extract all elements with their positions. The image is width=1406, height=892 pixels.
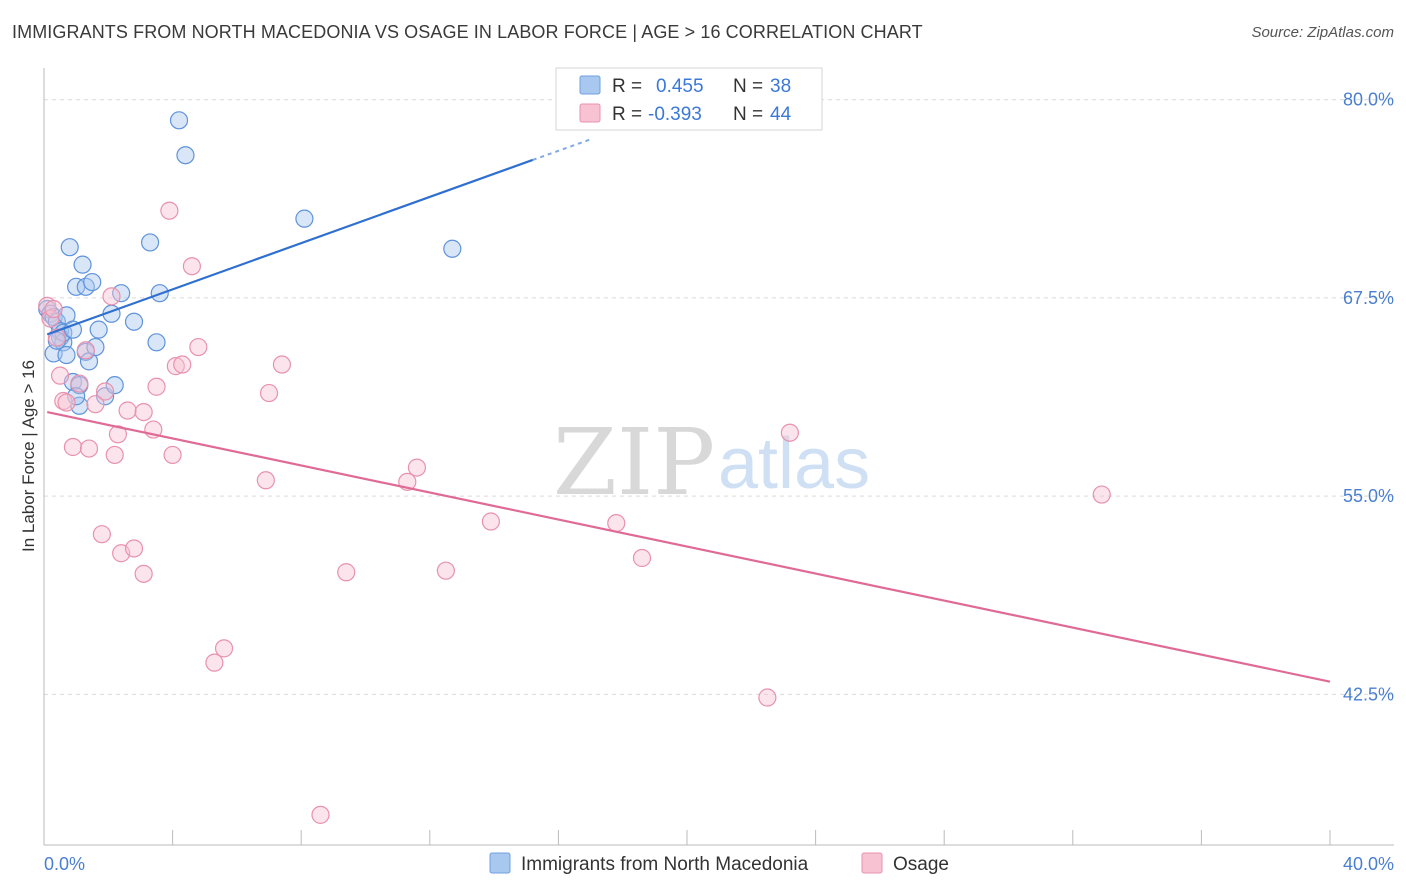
x-tick-label-min: 0.0% [44,854,85,874]
series-legend-label-osage: Osage [893,854,949,875]
osage-point-12 [92,525,111,544]
y-tick-label-2: 55.0% [1343,486,1394,506]
series-legend: Immigrants from North Macedonia Osage [489,852,949,875]
osage-point-36 [337,563,356,582]
legend-r-label-1: R = [612,76,642,97]
osage-point-26 [166,357,185,376]
y-tick-labels: 80.0% 67.5% 55.0% 42.5% [1343,90,1394,705]
macedonia-point-35 [443,239,462,258]
osage-point-34 [272,355,292,374]
osage-point-10 [79,439,99,458]
osage-point-19 [124,539,144,558]
osage-point-31 [214,639,234,658]
osage-point-24 [163,445,182,465]
macedonia-point-32 [169,111,189,130]
osage-trend-line [46,411,1331,683]
osage-point-15 [105,445,124,465]
series-legend-label-macedonia: Immigrants from North Macedonia [521,854,809,875]
osage-point-30 [205,653,224,672]
macedonia-point-10 [57,345,76,365]
legend-swatch-pink [579,103,601,123]
macedonia-trend-extension [532,138,591,161]
osage-point-35 [311,805,330,824]
osage-point-20 [134,403,153,422]
osage-point-28 [182,257,201,276]
macedonia-trend-line [46,158,534,336]
osage-point-14 [102,287,121,306]
osage-point-2 [44,299,63,319]
osage-point-44 [780,423,799,442]
x-tick-label-max: 40.0% [1343,854,1394,874]
legend-r-value-1: 0.455 [656,76,704,97]
legend-n-label-1: N = [733,76,763,97]
osage-point-40 [481,512,500,531]
macedonia-point-28 [124,312,144,331]
osage-point-23 [147,377,166,396]
y-tick-label-1: 67.5% [1343,288,1394,308]
osage-point-33 [259,383,279,403]
y-tick-label-0: 80.0% [1343,90,1394,110]
data-points [38,111,1111,824]
osage-point-45 [1092,485,1111,504]
stats-legend: R = 0.455 N = 38 R = -0.393 N = 44 [555,67,823,131]
osage-point-7 [63,437,83,457]
axes [43,68,1394,846]
gridlines [44,99,1394,695]
legend-r-value-2: -0.393 [648,104,702,125]
legend-n-value-2: 44 [770,104,792,125]
osage-point-8 [70,374,89,393]
legend-swatch-blue [579,75,601,95]
series-legend-swatch-osage [861,852,883,874]
macedonia-point-11 [60,238,79,257]
series-legend-swatch-macedonia [489,852,511,874]
osage-point-16 [108,425,128,444]
macedonia-point-12 [63,320,83,339]
legend-r-label-2: R = [612,104,642,125]
legend-n-label-2: N = [733,104,763,125]
osage-point-6 [57,393,76,412]
y-tick-label-3: 42.5% [1343,684,1394,704]
osage-point-4 [50,366,70,385]
macedonia-point-23 [89,320,108,339]
watermark-atlas: atlas [718,424,870,504]
osage-point-1 [41,309,60,328]
osage-point-41 [607,513,626,533]
x-ticks [43,830,1331,845]
y-axis-label: In Labor Force | Age > 16 [19,360,38,552]
osage-point-11 [86,395,105,414]
osage-point-32 [256,471,275,490]
macedonia-point-29 [140,233,160,252]
osage-point-42 [632,548,652,568]
osage-point-25 [160,201,179,220]
osage-point-39 [436,561,455,580]
macedonia-point-27 [112,284,131,303]
osage-point-13 [95,382,115,401]
source-label: Source: ZipAtlas.com [1251,24,1394,41]
macedonia-point-26 [105,376,124,395]
osage-point-27 [173,355,192,374]
trend-lines [46,138,1331,683]
macedonia-point-33 [176,146,195,165]
osage-point-43 [758,688,777,707]
osage-point-29 [189,337,208,357]
macedonia-point-17 [73,255,92,274]
chart-title: IMMIGRANTS FROM NORTH MACEDONIA VS OSAGE… [12,22,923,42]
osage-point-18 [118,401,137,420]
x-tick-labels: 0.0% 40.0% [44,854,1394,874]
watermark-zip: ZIP [553,409,715,516]
macedonia-point-34 [295,209,314,228]
macedonia-point-30 [147,333,166,352]
osage-point-38 [407,458,427,477]
osage-point-21 [134,564,153,583]
macedonia-point-22 [86,337,105,357]
legend-n-value-1: 38 [770,76,791,97]
osage-point-9 [76,341,95,360]
macedonia-point-21 [83,272,102,292]
